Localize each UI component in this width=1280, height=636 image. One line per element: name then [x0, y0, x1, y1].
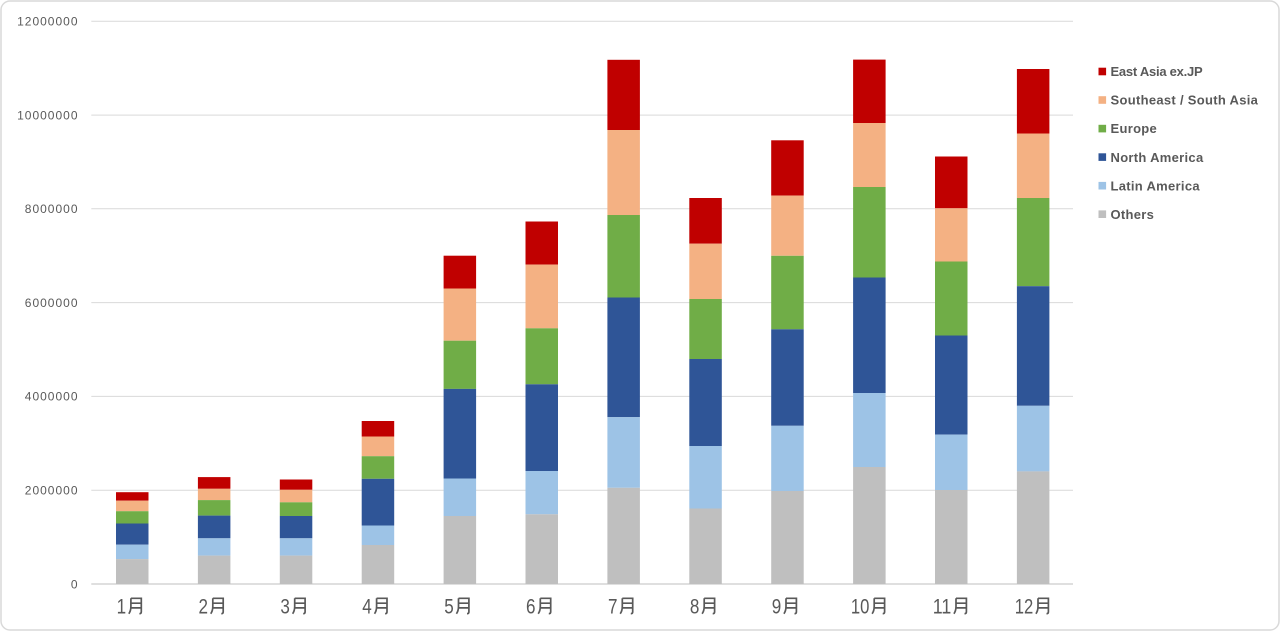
svg-text:Latin America: Latin America — [1111, 178, 1201, 193]
svg-text:9: 9 — [772, 596, 782, 619]
svg-text:7: 7 — [608, 596, 618, 619]
svg-text:5: 5 — [444, 596, 454, 619]
svg-text:0: 0 — [71, 577, 79, 591]
svg-text:Others: Others — [1111, 207, 1155, 222]
svg-text:11: 11 — [933, 596, 952, 619]
svg-text:8: 8 — [690, 596, 700, 619]
svg-text:East Asia ex.JP: East Asia ex.JP — [1111, 64, 1203, 79]
svg-text:12000000: 12000000 — [17, 15, 78, 29]
svg-text:12: 12 — [1015, 596, 1033, 619]
svg-text:North America: North America — [1111, 150, 1204, 165]
svg-text:2000000: 2000000 — [25, 484, 79, 498]
svg-text:1: 1 — [117, 596, 127, 619]
svg-text:4000000: 4000000 — [25, 390, 79, 404]
svg-text:Europe: Europe — [1111, 121, 1158, 136]
svg-text:8000000: 8000000 — [25, 202, 79, 216]
svg-text:6: 6 — [526, 596, 536, 619]
svg-text:6000000: 6000000 — [25, 296, 79, 310]
svg-text:10: 10 — [851, 596, 870, 619]
svg-text:10000000: 10000000 — [17, 108, 78, 122]
svg-text:4: 4 — [362, 596, 372, 619]
svg-text:3: 3 — [280, 596, 290, 619]
svg-text:Southeast / South Asia: Southeast / South Asia — [1111, 93, 1259, 108]
svg-text:2: 2 — [199, 596, 209, 619]
